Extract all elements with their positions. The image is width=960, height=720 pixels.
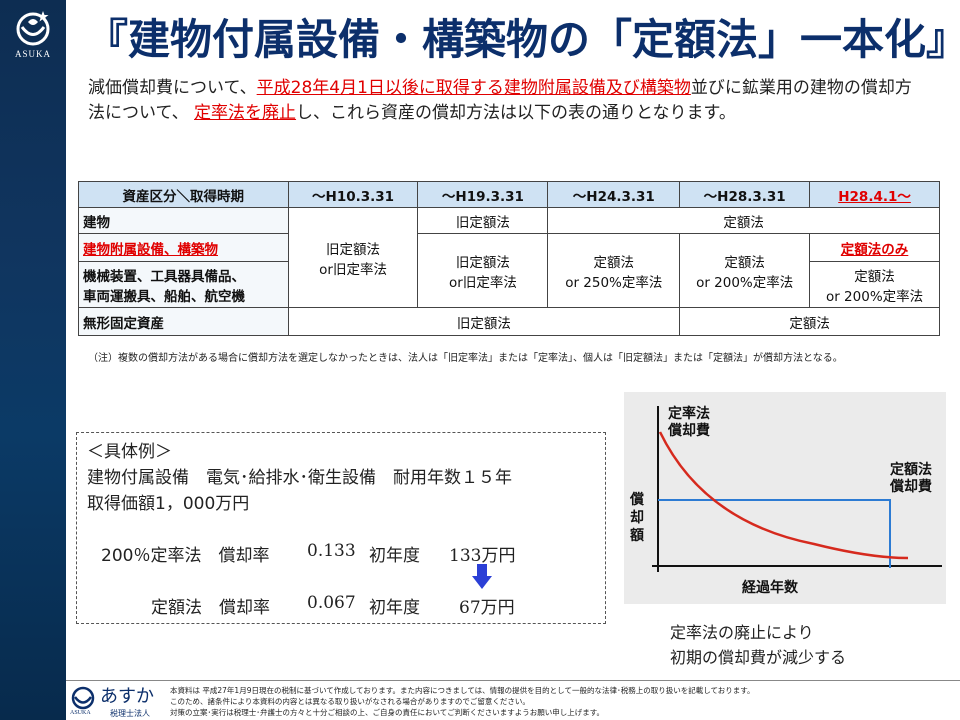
- table-header-period: ～H28.3.31: [679, 181, 811, 208]
- table-cell: 定額法 or 200%定率法: [809, 261, 940, 308]
- example-declining-amount: 133万円: [449, 546, 516, 566]
- table-header-period: ～H10.3.31: [287, 181, 419, 208]
- table-cell: 旧定額法: [287, 307, 681, 336]
- table-header-row: 資産区分＼取得時期 ～H10.3.31 ～H19.3.31 ～H24.3.31 …: [78, 181, 940, 208]
- example-heading: ＜具体例＞: [87, 442, 172, 462]
- sidebar: ASUKA: [0, 0, 66, 720]
- footer-brand-sub: 税理士法人: [110, 709, 150, 718]
- table-row: 建物 旧定額法 or旧定率法 旧定額法 定額法: [78, 207, 940, 308]
- intro-text-1: 減価償却費について、: [88, 78, 257, 98]
- table-cell: 定額法 or 200%定率法: [679, 233, 811, 308]
- example-straight-label: 定額法 償却率: [151, 598, 270, 618]
- footer-brand-name: あすか: [100, 686, 154, 707]
- y-axis-label: 償却額: [629, 491, 645, 544]
- example-declining-first: 初年度: [369, 546, 420, 566]
- page-title: 『建物付属設備・構築物の「定額法」一本化』: [86, 15, 960, 64]
- footer-disclaimer: 本資料は 平成27年1月9日現在の税制に基づいて作成しております。また内容につき…: [170, 686, 755, 717]
- depreciation-graph: 定率法償却費 定額法償却費 経過年数 償却額: [624, 392, 946, 604]
- example-straight-amount: 67万円: [459, 598, 515, 618]
- table-row: 建物附属設備、構築物 旧定額法 or旧定率法 定額法 or 250%定率法 定額…: [78, 233, 940, 308]
- example-asset-line: 建物付属設備 電気･給排水･衛生設備 耐用年数１５年: [87, 468, 512, 488]
- intro-text-2: 並びに鉱業用の建物の償却方法について、: [88, 78, 912, 123]
- table-header-period-new: H28.4.1～: [809, 181, 940, 208]
- table-cell: 定額法 or 250%定率法: [547, 233, 681, 308]
- straight-line-curve: [658, 499, 891, 568]
- example-declining-label: 200％定率法 償却率: [101, 546, 270, 566]
- row-head-intangible: 無形固定資産: [78, 307, 289, 336]
- intro-paragraph: 減価償却費について、平成28年4月1日以後に取得する建物附属設備及び構築物並びに…: [88, 76, 928, 126]
- example-box: ＜具体例＞ 建物付属設備 電気･給排水･衛生設備 耐用年数１５年 取得価額1，0…: [76, 432, 606, 624]
- footer-brand-small: ASUKA: [70, 710, 91, 716]
- intro-highlight-2: 定率法を廃止: [194, 103, 297, 123]
- table-cell: 定額法: [679, 307, 940, 336]
- graph-caption: 定率法の廃止により 初期の償却費が減少する: [670, 623, 847, 667]
- declining-label: 定率法償却費: [667, 405, 710, 439]
- table-cell: 旧定額法 or旧定率法: [287, 207, 419, 308]
- example-straight-rate: 0.067: [307, 593, 356, 613]
- table-cell-fixtures-new: 定額法のみ: [809, 233, 940, 262]
- row-head-building: 建物: [78, 207, 289, 234]
- footer-logo: ASUKA あすか 税理士法人: [70, 684, 166, 720]
- footer-divider: [66, 680, 960, 681]
- table-cell: 定額法: [547, 207, 940, 234]
- row-head-machinery: 機械装置、工具器具備品、 車両運搬具、船舶、航空機: [78, 261, 289, 308]
- example-straight-first: 初年度: [369, 598, 420, 618]
- down-arrow-icon: [472, 564, 492, 589]
- table-row: 機械装置、工具器具備品、 車両運搬具、船舶、航空機 定額法 or 200%定率法: [78, 261, 940, 308]
- depreciation-table: 資産区分＼取得時期 ～H10.3.31 ～H19.3.31 ～H24.3.31 …: [78, 181, 940, 336]
- intro-highlight-1: 平成28年4月1日以後に取得する建物附属設備及び構築物: [256, 78, 691, 98]
- straight-label: 定額法償却費: [889, 461, 932, 495]
- table-cell: 旧定額法: [417, 207, 549, 234]
- table-header-asset-period: 資産区分＼取得時期: [78, 181, 289, 208]
- brand-logo: ASUKA: [8, 8, 58, 64]
- table-row: 無形固定資産 旧定額法 定額法: [78, 307, 940, 336]
- declining-curve: [658, 431, 909, 560]
- intro-text-3: し、これら資産の償却方法は以下の表の通りとなります。: [296, 103, 736, 123]
- asuka-footer-emblem-icon: [71, 686, 95, 710]
- table-header-period: ～H24.3.31: [547, 181, 681, 208]
- example-price-line: 取得価額1，000万円: [87, 494, 250, 514]
- graph-svg: 定率法償却費 定額法償却費 経過年数 償却額: [629, 405, 942, 596]
- table-cell: 旧定額法 or旧定率法: [417, 233, 549, 308]
- x-axis-label: 経過年数: [742, 579, 799, 596]
- brand-name: ASUKA: [14, 49, 51, 59]
- asuka-emblem-icon: [16, 11, 50, 46]
- row-head-fixtures: 建物附属設備、構築物: [78, 233, 289, 262]
- table-header-period: ～H19.3.31: [417, 181, 549, 208]
- table-note: （注）複数の償却方法がある場合に償却方法を選定しなかったときは、法人は「旧定率法…: [88, 353, 843, 364]
- example-declining-rate: 0.133: [307, 541, 356, 561]
